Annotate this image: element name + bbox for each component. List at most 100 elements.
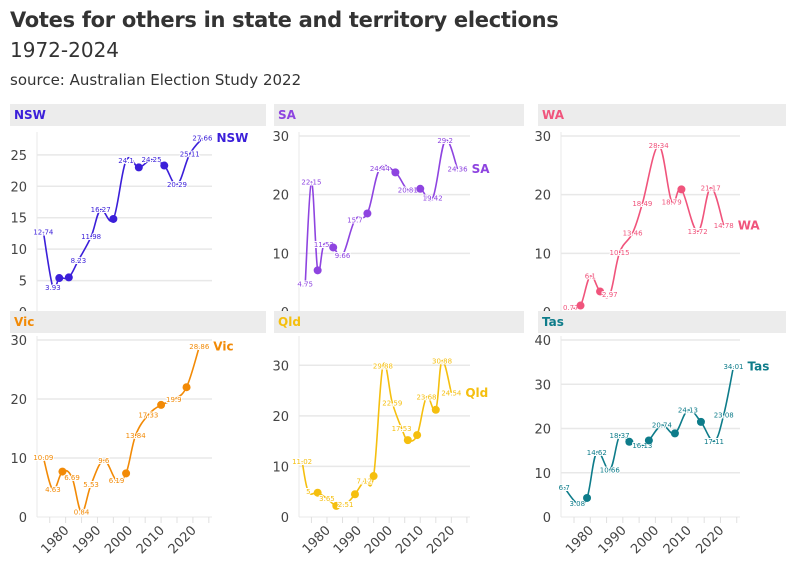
x-tick-label-tas: 1990 [596,523,630,557]
x-tick-label-qld: 1980 [300,523,334,557]
y-tick-label-vic: 30 [10,334,27,349]
x-tick-label-tas: 1980 [563,523,597,557]
data-label-wa: 18.79 [662,198,682,206]
data-label-wa: 0.77 [563,304,579,312]
data-label-nsw: 20.29 [167,181,187,189]
data-point-nsw [109,214,118,223]
y-tick-label-vic: 10 [10,452,27,467]
panel-title-qld: Qld [278,315,301,329]
data-point-qld [369,472,378,481]
y-tick-label-vic: 20 [10,393,27,408]
series-line-tas [563,366,735,506]
y-tick-label-wa: 20 [534,189,551,204]
data-point-qld [332,501,341,510]
data-label-tas: 14.62 [587,449,607,457]
data-point-tas [625,437,634,446]
data-label-nsw: 24.25 [142,156,162,164]
data-label-tas: 18.37 [610,432,630,440]
data-label-vic: 6.19 [109,477,125,485]
data-label-sa: 20.81 [398,186,418,194]
data-label-tas: 6.7 [559,484,570,492]
panel-header-nsw [10,104,266,126]
data-label-qld: 23.68 [416,394,436,402]
data-label-qld: 24.54 [441,389,462,397]
y-tick-label-nsw: 20 [10,180,27,195]
panel-title-wa: WA [542,108,565,122]
data-label-nsw: 3.93 [45,284,61,292]
data-label-qld: 30.88 [432,357,452,365]
data-point-qld [313,488,322,497]
data-point-vic [58,467,67,476]
x-tick-label-tas: 2000 [628,523,662,557]
data-label-sa: 29.2 [437,137,453,145]
y-tick-label-tas: 20 [534,423,551,438]
data-label-vic: 6.69 [64,474,80,482]
data-label-vic: 4.63 [45,486,61,494]
data-label-sa: 15.7 [347,216,363,224]
panel-header-qld [274,311,524,333]
panel-title-tas: Tas [542,315,564,329]
x-tick-label-vic: 1980 [38,523,72,557]
data-point-tas [696,417,705,426]
chart-title: Votes for others in state and territory … [10,8,559,32]
chart-source: source: Australian Election Study 2022 [10,71,302,89]
data-point-nsw [55,274,64,283]
data-point-qld [350,490,359,499]
data-point-sa [329,243,338,252]
data-point-nsw [134,163,143,172]
data-label-tas: 20.74 [652,422,673,430]
panel-header-sa [274,104,524,126]
data-label-vic: 19.9 [166,396,182,404]
data-label-tas: 17.11 [704,438,724,446]
y-tick-label-sa: 20 [272,189,289,204]
y-tick-label-qld: 10 [272,460,289,475]
data-label-nsw: 12.74 [33,228,54,236]
data-label-wa: 13.72 [688,228,708,236]
data-label-sa: 9.66 [335,252,351,260]
series-line-sa [304,139,459,285]
data-label-tas: 34.01 [723,363,743,371]
y-tick-label-tas: 10 [534,467,551,482]
x-tick-label-qld: 2010 [393,523,427,557]
series-line-vic [42,346,201,513]
data-label-nsw: 16.27 [91,206,111,214]
chart-subtitle: 1972-2024 [10,38,120,62]
y-tick-label-nsw: 25 [10,149,27,164]
y-tick-label-wa: 10 [534,247,551,262]
data-point-qld [431,405,440,414]
panel-header-wa [538,104,786,126]
x-tick-label-vic: 2000 [102,523,136,557]
data-label-nsw: 11.98 [81,233,101,241]
data-label-nsw: 25.11 [180,151,200,159]
data-label-tas: 23.08 [714,411,734,419]
y-tick-label-wa: 30 [534,130,551,145]
data-point-tas [583,493,592,502]
data-label-sa: 11.52 [314,241,334,249]
data-point-nsw [160,161,169,170]
data-label-qld: 17.53 [392,425,412,433]
data-label-nsw: 27.66 [192,135,213,143]
data-label-sa: 22.15 [301,179,321,187]
y-tick-label-qld: 30 [272,359,289,374]
data-label-vic: 5.53 [83,481,99,489]
panel-title-nsw: NSW [14,108,46,122]
data-point-nsw [64,273,73,282]
panel-title-sa: SA [278,108,297,122]
data-point-qld [403,436,412,445]
data-label-nsw: 8.23 [71,257,87,265]
data-label-wa: 28.34 [649,142,670,150]
data-label-qld: 22.59 [382,399,402,407]
series-line-qld [301,359,453,508]
x-tick-label-qld: 1990 [331,523,365,557]
series-end-label-vic: Vic [213,340,233,354]
x-tick-label-qld: 2020 [424,523,458,557]
data-label-nsw: 24.1 [118,157,134,165]
y-tick-label-nsw: 15 [10,212,27,227]
data-point-qld [413,431,422,440]
series-end-label-wa: WA [738,218,761,232]
y-tick-label-sa: 10 [272,247,289,262]
data-label-vic: 9.6 [98,457,110,465]
series-line-wa [570,144,725,310]
x-tick-label-tas: 2020 [693,523,727,557]
